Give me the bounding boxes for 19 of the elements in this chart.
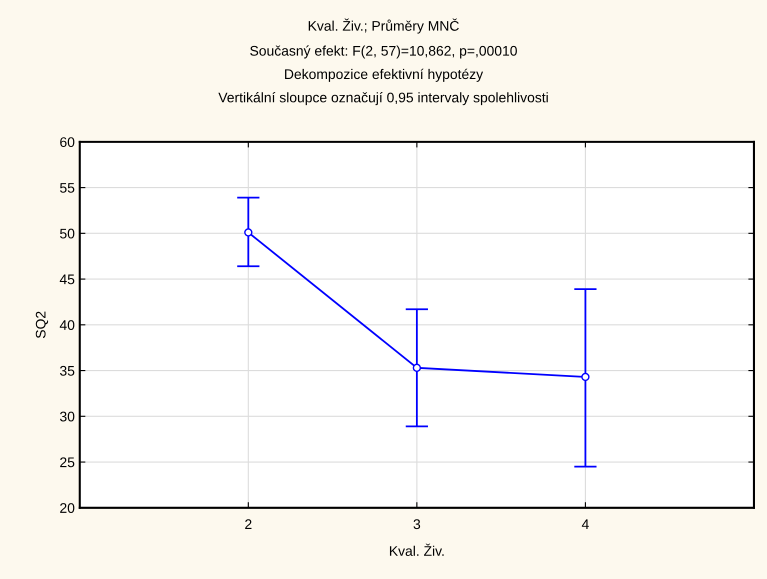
point [244, 228, 252, 237]
x-tick-label: 4 [582, 519, 589, 529]
y-tick-label: 50 [60, 228, 74, 239]
y-tick-label: 40 [60, 320, 74, 330]
y-tick-label: 30 [60, 412, 74, 422]
y-tick-label: 35 [60, 366, 74, 376]
y-tick-label: 55 [60, 183, 74, 193]
chart-title: Kval. Živ.; Průměry MNČ [308, 18, 459, 34]
point [581, 372, 590, 382]
y-tick-label: 20 [60, 503, 74, 513]
y-tick-label: 45 [60, 274, 74, 284]
x-tick-label: 3 [414, 519, 420, 530]
y-axis-title: SQ2 [36, 312, 48, 338]
x-axis-title: Kval. Živ. [390, 544, 444, 556]
y-tick-label: 25 [60, 457, 74, 468]
y-tick-label: 60 [60, 137, 74, 148]
point [412, 364, 422, 372]
x-tick-label: 2 [245, 519, 252, 529]
chart-subtitle: Současný efekt: F(2, 57)=10,862, p=,00010 Dekompozice efektivní hypotézy Vertikální sloupce označují 0,95 intervaly spolehlivosti [218, 45, 548, 106]
